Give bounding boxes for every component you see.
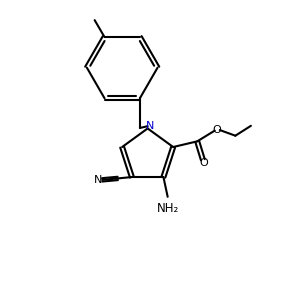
Text: N: N xyxy=(145,122,154,132)
Text: N: N xyxy=(94,175,103,185)
Text: O: O xyxy=(213,125,221,135)
Text: O: O xyxy=(199,158,208,168)
Text: NH₂: NH₂ xyxy=(156,202,179,215)
